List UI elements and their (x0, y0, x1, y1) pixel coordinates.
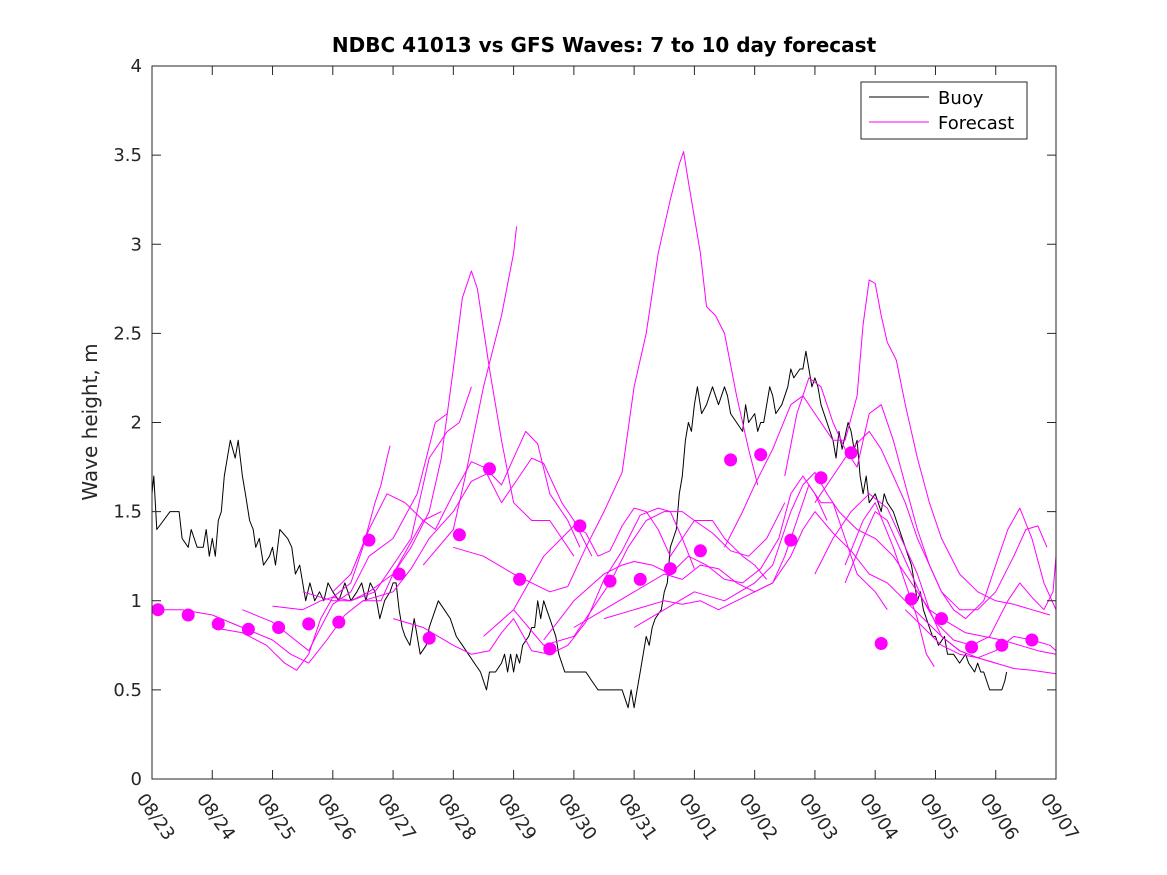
y-tick-label: 4 (131, 56, 142, 77)
forecast-line-6 (332, 457, 593, 593)
forecast-line-15 (603, 511, 996, 664)
forecast-marker-16 (603, 574, 617, 588)
forecast-line-10 (453, 151, 759, 593)
forecast-line-23 (904, 609, 1057, 675)
x-tick-label: 08/31 (614, 790, 661, 845)
y-tick-label: 1 (131, 591, 142, 612)
x-tick-label: 09/02 (735, 790, 782, 845)
forecast-line-4 (272, 445, 391, 611)
forecast-marker-24 (844, 446, 858, 460)
legend: Buoy Forecast (860, 81, 1028, 140)
x-tick-label: 08/30 (554, 790, 601, 845)
forecast-marker-14 (543, 642, 557, 656)
forecast-marker-10 (422, 631, 436, 645)
x-tick-label: 09/04 (855, 790, 902, 845)
y-axis-label: Wave height, m (78, 343, 102, 500)
buoy-series (151, 350, 1008, 709)
x-tick-label: 09/07 (1036, 790, 1083, 845)
forecast-marker-19 (693, 544, 707, 558)
forecast-line-18 (784, 377, 1048, 611)
forecast-marker-15 (573, 519, 587, 533)
y-tick-label: 3.5 (113, 145, 142, 166)
y-axis: 0 0.5 1 1.5 2 2.5 3 3.5 4 (113, 56, 1056, 790)
forecast-marker-5 (272, 621, 286, 634)
forecast-marker-9 (392, 567, 406, 581)
legend-box (860, 81, 1028, 140)
forecast-marker-20 (724, 453, 738, 467)
y-tick-label: 0.5 (113, 680, 142, 701)
x-tick-label: 08/24 (192, 790, 239, 845)
forecast-line-17 (724, 279, 1051, 616)
plot-area (152, 66, 1056, 779)
forecast-markers (151, 446, 1039, 656)
y-tick-label: 1.5 (113, 502, 142, 523)
forecast-marker-23 (814, 471, 828, 485)
legend-buoy-label: Buoy (938, 88, 984, 109)
x-tick-label: 09/01 (674, 790, 721, 845)
forecast-line-22 (844, 502, 935, 667)
forecast-marker-18 (663, 562, 677, 576)
x-tick-label: 08/27 (373, 790, 420, 845)
forecast-marker-17 (633, 572, 647, 586)
forecast-line-8 (392, 507, 695, 655)
forecast-marker-7 (332, 615, 346, 629)
buoy-line (151, 350, 1008, 709)
forecast-marker-29 (995, 638, 1009, 652)
forecast-marker-27 (935, 612, 948, 626)
x-tick-label: 09/05 (915, 790, 962, 845)
x-tick-label: 08/23 (132, 790, 179, 845)
forecast-marker-22 (784, 533, 798, 547)
x-tick-label: 08/25 (252, 790, 299, 845)
legend-forecast-label: Forecast (938, 113, 1014, 134)
x-tick-label: 09/06 (976, 790, 1023, 845)
forecast-marker-2 (181, 608, 195, 622)
forecast-marker-4 (241, 622, 255, 636)
forecast-marker-28 (965, 640, 979, 654)
forecast-line-5 (302, 270, 575, 602)
forecast-marker-21 (754, 448, 768, 462)
forecast-marker-1 (151, 603, 165, 617)
x-tick-label: 08/29 (494, 790, 541, 845)
y-tick-label: 3 (131, 234, 142, 255)
forecast-line-3 (242, 413, 448, 652)
forecast-marker-12 (483, 462, 496, 476)
y-tick-label: 0 (131, 769, 142, 790)
forecast-marker-6 (302, 617, 316, 631)
forecast-line-13 (543, 475, 828, 641)
forecast-marker-25 (874, 637, 888, 650)
forecast-line-1 (152, 511, 442, 664)
forecast-marker-11 (452, 528, 466, 542)
x-tick-label: 08/28 (433, 790, 480, 845)
forecast-marker-3 (211, 617, 225, 631)
forecast-line-9 (422, 226, 518, 566)
chart-title: NDBC 41013 vs GFS Waves: 7 to 10 day for… (332, 33, 877, 57)
forecast-line-19 (814, 430, 1057, 620)
forecast-marker-8 (362, 533, 376, 547)
forecast-line-7 (362, 430, 581, 602)
forecast-line-12 (513, 502, 786, 646)
y-tick-label: 2.5 (113, 323, 142, 344)
x-tick-label: 08/26 (313, 790, 360, 845)
forecast-marker-30 (1025, 633, 1039, 647)
forecast-line-20 (844, 511, 1057, 646)
forecast-line-16 (633, 471, 1057, 655)
forecast-marker-13 (513, 572, 527, 586)
forecast-line-21 (814, 493, 1057, 659)
forecast-line-2 (212, 386, 472, 671)
y-tick-label: 2 (131, 413, 142, 434)
forecast-marker-26 (904, 592, 918, 606)
x-tick-label: 09/03 (795, 790, 842, 845)
